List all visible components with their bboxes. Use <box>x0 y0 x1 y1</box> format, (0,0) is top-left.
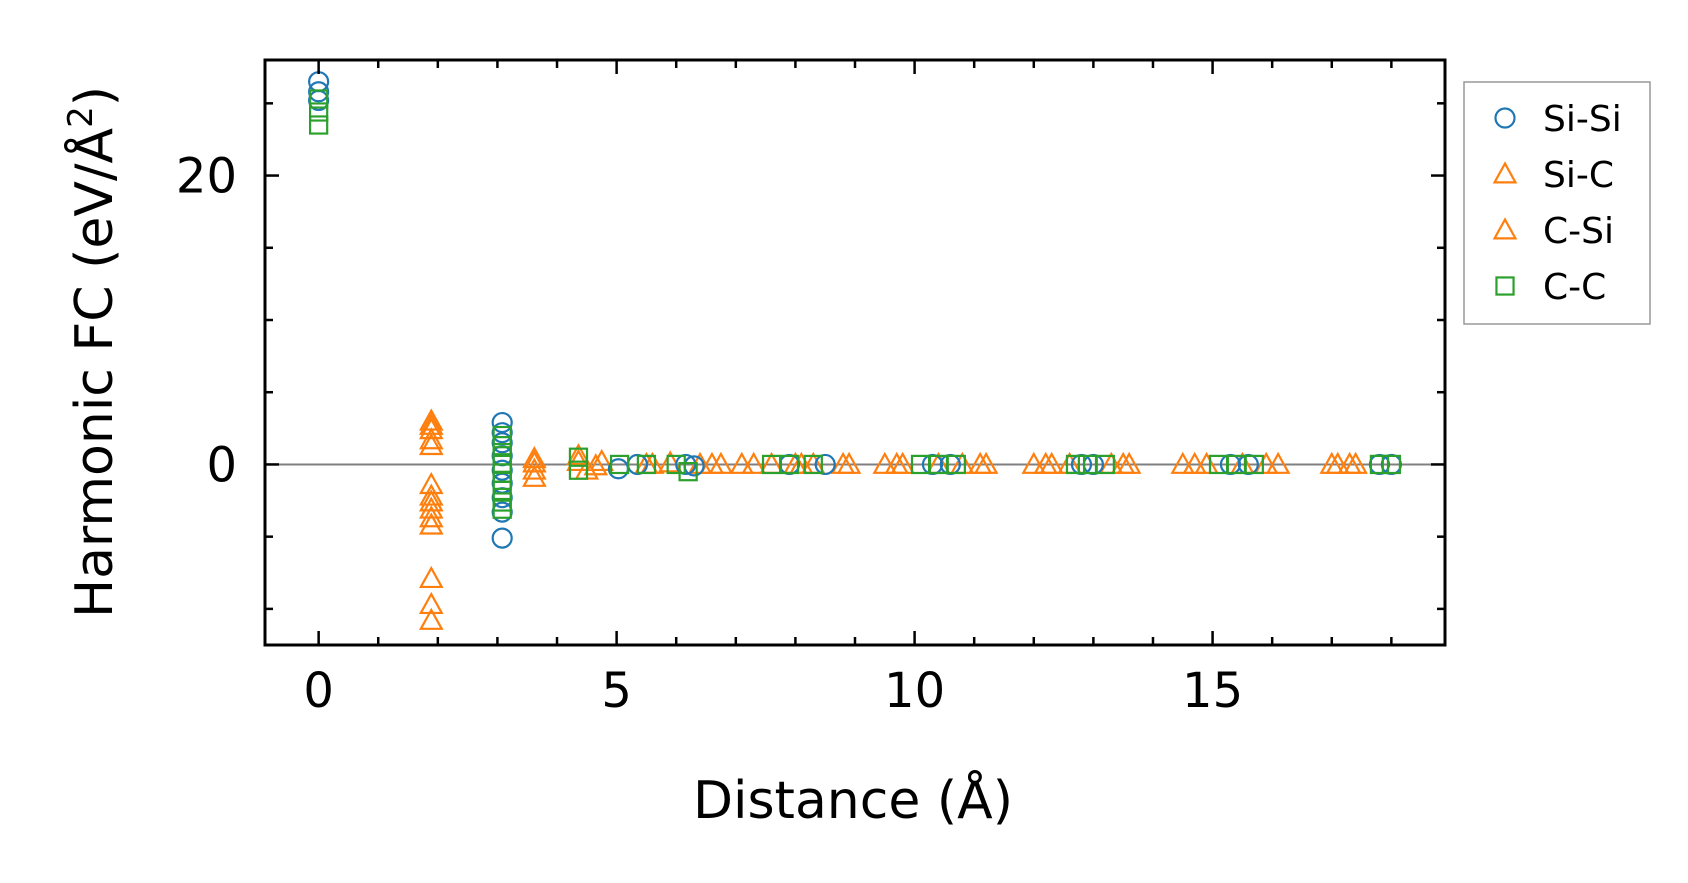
marker-c-si <box>1265 451 1291 474</box>
marker-si-c <box>418 591 444 615</box>
x-tick-label: 5 <box>601 663 632 719</box>
marker-c-c <box>492 436 512 456</box>
y-axis-title-tail: ) <box>65 86 125 106</box>
marker-c-c <box>492 480 512 501</box>
marker-c-c <box>609 454 630 475</box>
y-tick-label: 0 <box>206 437 237 493</box>
marker-c-si <box>789 451 814 474</box>
marker-si-si <box>491 411 513 434</box>
legend-label: C-C <box>1543 267 1606 308</box>
marker-si-c <box>418 565 444 589</box>
marker-c-si <box>836 451 862 474</box>
legend-marker-si-si <box>1494 107 1516 129</box>
marker-c-c <box>1065 454 1086 475</box>
marker-si-c <box>1170 451 1196 474</box>
marker-si-si <box>814 453 836 476</box>
marker-c-c <box>1381 454 1402 475</box>
marker-si-c <box>418 496 444 519</box>
marker-si-c <box>418 417 444 440</box>
marker-si-c <box>522 464 547 487</box>
tick-labels: 0 5 10 15 0 20 <box>176 149 1243 719</box>
marker-si-c <box>589 448 615 472</box>
marker-c-c <box>666 454 686 475</box>
marker-si-c <box>729 451 755 474</box>
marker-c-si <box>699 451 725 474</box>
legend-label: Si-Si <box>1543 99 1622 140</box>
marker-c-si <box>1343 451 1368 474</box>
marker-c-si <box>1325 451 1351 474</box>
marker-c-si <box>418 505 444 528</box>
marker-c-c <box>1369 454 1390 475</box>
marker-c-c <box>1095 454 1115 475</box>
marker-si-c <box>872 451 898 474</box>
y-axis-title-main: Harmonic FC (eV/Å <box>63 127 125 618</box>
marker-c-c <box>492 499 512 519</box>
marker-c-c <box>308 102 329 122</box>
marker-c-c <box>492 425 512 446</box>
marker-si-c <box>1253 451 1279 474</box>
marker-c-c <box>678 462 698 482</box>
y-axis-title-sup: 2 <box>61 106 101 128</box>
marker-si-c <box>418 483 444 506</box>
x-tick-label: 15 <box>1182 663 1243 719</box>
marker-c-c <box>1244 454 1264 475</box>
marker-c-c <box>568 460 589 480</box>
marker-c-c <box>636 454 657 475</box>
marker-si-c <box>418 512 444 535</box>
marker-c-si <box>418 432 444 456</box>
marker-c-si <box>1110 451 1136 474</box>
marker-c-si <box>583 453 609 476</box>
marker-si-c <box>418 427 444 450</box>
marker-c-c <box>946 454 966 475</box>
marker-c-c <box>308 115 329 135</box>
marker-c-c <box>308 89 329 109</box>
marker-c-c <box>492 470 512 490</box>
marker-c-si <box>1033 451 1059 474</box>
marker-si-c <box>566 443 591 466</box>
x-tick-label: 0 <box>303 663 334 719</box>
marker-c-si <box>566 448 591 472</box>
y-tick-label: 20 <box>176 149 237 205</box>
marker-c-si <box>884 451 910 474</box>
legend-label: C-Si <box>1543 211 1614 252</box>
marker-c-si <box>418 489 444 512</box>
marker-c-c <box>803 454 823 475</box>
marker-c-si <box>1182 451 1208 474</box>
legend-marker-c-si <box>1492 217 1518 240</box>
marker-si-c <box>522 457 547 480</box>
y-axis-title: Harmonic FC (eV/Å2) <box>61 86 125 618</box>
x-axis-title: Distance (Å) <box>693 769 1013 831</box>
marker-c-c <box>779 454 800 475</box>
axes-layer <box>263 58 1447 647</box>
plot-frame <box>263 58 1447 647</box>
marker-c-si <box>967 451 993 474</box>
marker-si-c <box>1194 451 1219 474</box>
legend: Si-Si Si-C C-Si C-C <box>1463 81 1651 325</box>
data-markers <box>308 71 1402 630</box>
legend-marker-si-c <box>1492 161 1518 184</box>
legend-marker-c-c <box>1495 276 1515 296</box>
x-tick-label: 10 <box>884 663 945 719</box>
marker-si-c <box>1021 451 1047 474</box>
marker-si-si <box>491 527 513 549</box>
marker-c-si <box>522 450 547 473</box>
marker-si-c <box>418 607 444 630</box>
legend-frame <box>1463 81 1651 325</box>
legend-label: Si-C <box>1543 155 1614 196</box>
marker-c-si <box>741 451 767 474</box>
marker-c-c <box>568 447 589 467</box>
